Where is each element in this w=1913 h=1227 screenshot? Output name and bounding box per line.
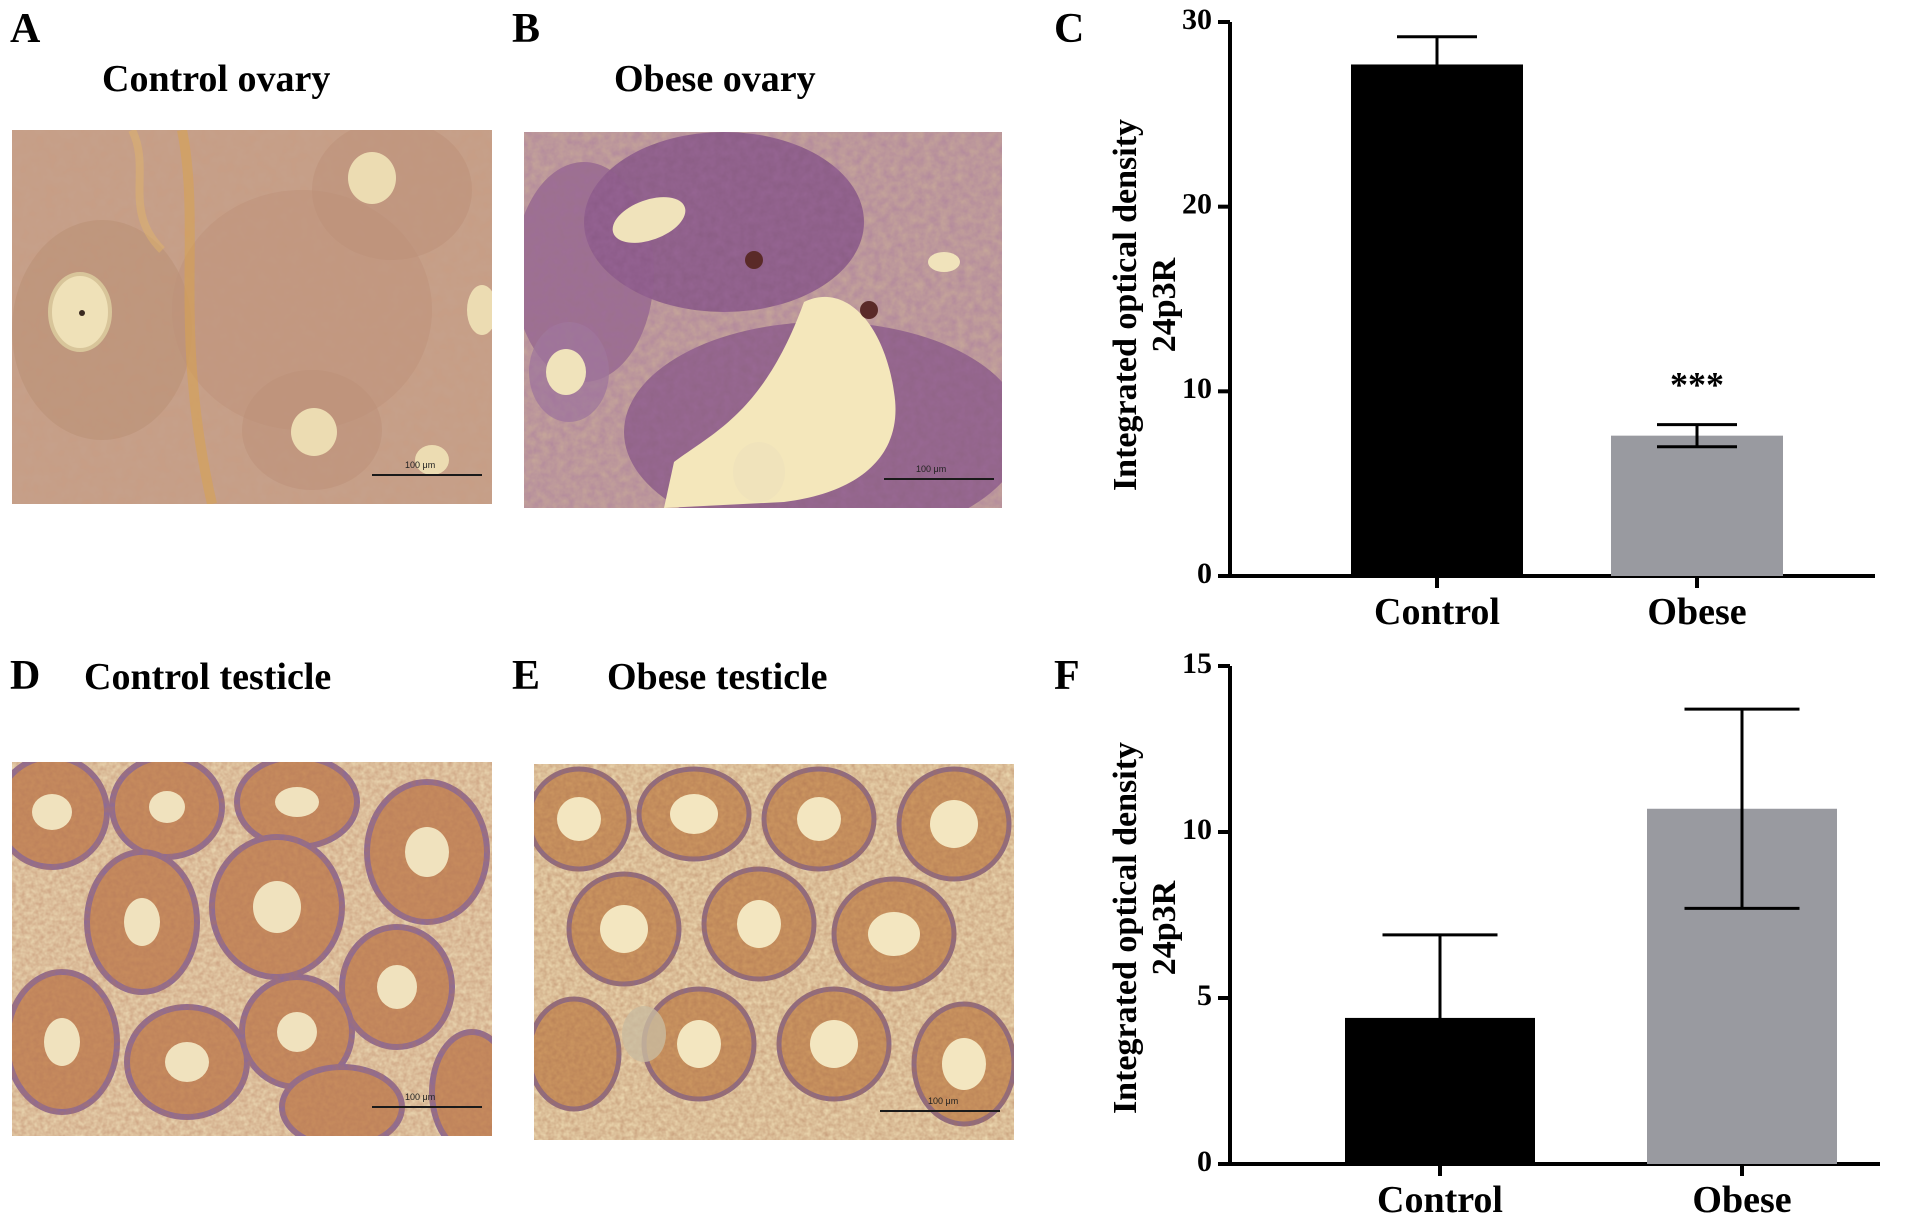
y-tick-label-c-0: 0 bbox=[1197, 557, 1212, 590]
x-tick-label-f-control: Control bbox=[1377, 1179, 1503, 1221]
y-axis-label-f-line2: 24p3R bbox=[1146, 880, 1183, 976]
panel-title-obese-testicle: Obese testicle bbox=[607, 656, 828, 698]
micrograph-obese-testicle bbox=[534, 764, 1014, 1140]
panel-letter-c: C bbox=[1054, 6, 1085, 52]
bar-chart-f-svg: 0 5 10 15 Control Obese bbox=[1182, 647, 1880, 1221]
scale-bar-a bbox=[372, 474, 482, 476]
panel-title-control-ovary: Control ovary bbox=[102, 58, 331, 100]
x-tick-label-c-obese: Obese bbox=[1647, 591, 1746, 633]
panel-title-control-testicle: Control testicle bbox=[84, 656, 332, 698]
y-tick-label-f-5: 5 bbox=[1197, 979, 1212, 1012]
panel-letter-f: F bbox=[1054, 653, 1080, 699]
significance-label-c-obese: *** bbox=[1670, 365, 1724, 405]
y-tick-label-f-0: 0 bbox=[1197, 1145, 1212, 1178]
y-tick-label-c-20: 20 bbox=[1182, 188, 1212, 221]
panel-letter-e: E bbox=[512, 653, 541, 699]
scale-label-a: 100 μm bbox=[405, 460, 436, 470]
panel-letter-b: B bbox=[512, 6, 541, 52]
y-axis-label-c-line2: 24p3R bbox=[1146, 257, 1183, 353]
scale-bar-b bbox=[884, 478, 994, 480]
y-axis-label-c: Integrated optical density 24p3R bbox=[1106, 119, 1184, 491]
y-axis-label-c-line1: Integrated optical density bbox=[1106, 118, 1144, 492]
panel-letter-a: A bbox=[10, 6, 41, 52]
micrograph-control-testicle bbox=[12, 762, 492, 1136]
scale-bar-e bbox=[880, 1110, 1000, 1112]
x-tick-label-f-obese: Obese bbox=[1692, 1179, 1791, 1221]
y-tick-label-c-10: 10 bbox=[1182, 372, 1212, 405]
bar-chart-c-svg: 0 10 20 30 Control Obese *** bbox=[1182, 3, 1875, 633]
x-tick-label-c-control: Control bbox=[1374, 591, 1500, 633]
bar-chart-c: 0 10 20 30 Control Obese *** bbox=[1180, 0, 1913, 650]
bar-chart-f: 0 5 10 15 Control Obese bbox=[1180, 640, 1913, 1227]
micrograph-obese-ovary bbox=[524, 132, 1002, 508]
bar-c-obese bbox=[1611, 435, 1783, 576]
y-tick-label-f-10: 10 bbox=[1182, 813, 1212, 846]
scale-bar-d bbox=[372, 1106, 482, 1108]
scale-label-e: 100 μm bbox=[928, 1096, 959, 1106]
scale-label-d: 100 μm bbox=[405, 1092, 436, 1102]
y-axis-label-f: Integrated optical density 24p3R bbox=[1106, 742, 1184, 1114]
bar-c-control bbox=[1351, 64, 1523, 577]
y-tick-label-c-30: 30 bbox=[1182, 3, 1212, 36]
y-tick-label-f-15: 15 bbox=[1182, 647, 1212, 680]
panel-letter-d: D bbox=[10, 653, 41, 699]
y-axis-label-f-line1: Integrated optical density bbox=[1106, 741, 1144, 1115]
micrograph-control-ovary bbox=[12, 130, 492, 504]
panel-title-obese-ovary: Obese ovary bbox=[614, 58, 816, 100]
scale-label-b: 100 μm bbox=[916, 464, 947, 474]
